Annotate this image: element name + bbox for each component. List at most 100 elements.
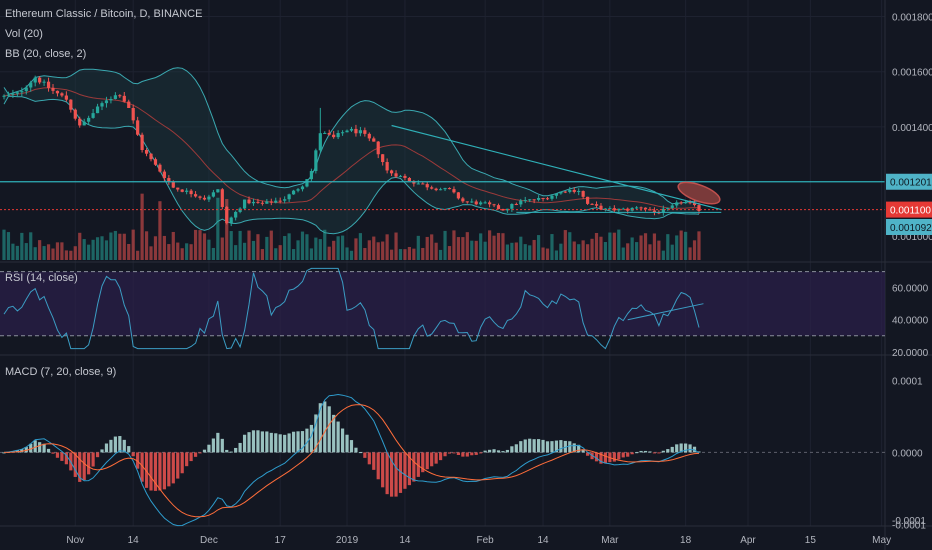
macd-histogram-bar (505, 449, 510, 453)
candle-body (278, 200, 282, 202)
macd-histogram-bar (73, 452, 77, 477)
candle-body (470, 201, 474, 203)
macd-histogram-bar (666, 449, 670, 453)
macd-histogram-bar (189, 452, 193, 462)
volume-bar (349, 250, 354, 260)
candle-body (430, 187, 434, 189)
volume-bar (238, 230, 242, 260)
volume-bar (354, 238, 358, 260)
macd-histogram-bar (568, 441, 572, 453)
symbol-title[interactable]: Ethereum Classic / Bitcoin, D, BINANCE (5, 8, 203, 20)
volume-bar (314, 237, 318, 260)
candle-body (144, 150, 149, 154)
time-axis-label: May (872, 535, 891, 546)
candle-body (666, 207, 670, 209)
volume-bar (626, 243, 630, 260)
macd-histogram-bar (479, 452, 483, 454)
candle-body (652, 210, 657, 213)
price-badge (886, 201, 932, 218)
volume-bar (95, 237, 100, 260)
volume-bar (269, 230, 273, 260)
volume-bar (193, 229, 198, 260)
macd-histogram-bar (229, 451, 233, 453)
volume-bar (46, 244, 51, 260)
macd-histogram-bar (675, 444, 679, 453)
macd-histogram-bar (167, 452, 171, 487)
candle-body (220, 189, 224, 207)
macd-histogram-bar (430, 452, 434, 467)
macd-line (3, 393, 700, 527)
macd-histogram-bar (336, 421, 340, 453)
volume-bar (639, 235, 643, 260)
price-axis-label: 0.001800 (892, 13, 932, 24)
candle-body (162, 171, 166, 179)
volume-bar (381, 241, 385, 260)
macd-histogram-bar (323, 401, 327, 453)
volume-bar (149, 246, 153, 260)
candle-body (225, 206, 229, 224)
macd-histogram-bar (648, 451, 652, 453)
candle-body (688, 202, 692, 204)
candle-body (608, 208, 612, 210)
volume-bar (421, 247, 425, 260)
candle-body (474, 201, 478, 205)
volume-bar (443, 230, 447, 260)
rsi-indicator-label[interactable]: RSI (14, close) (5, 272, 78, 284)
candle-body (251, 201, 256, 204)
macd-histogram-bar (363, 452, 367, 458)
candle-body (136, 120, 140, 135)
candle-body (64, 95, 68, 100)
volume-bar (635, 242, 639, 260)
macd-histogram-bar (60, 452, 64, 461)
macd-histogram-bar (149, 452, 153, 491)
macd-histogram-bar (283, 434, 287, 453)
volume-bar (394, 232, 398, 260)
price-axis-label: 0.001600 (892, 68, 932, 79)
volume-bar (251, 240, 256, 260)
candle-body (42, 81, 46, 83)
volume-bar (465, 232, 469, 260)
volume-bar (692, 240, 697, 260)
macd-histogram-bar (314, 414, 318, 453)
bollinger-upper-line (3, 67, 699, 205)
macd-signal-line (3, 404, 700, 518)
macd-histogram-bar (376, 452, 380, 480)
volume-bar (323, 229, 327, 260)
macd-histogram-bar (652, 452, 657, 454)
candle-body (158, 164, 162, 172)
candle-body (238, 208, 242, 212)
volume-bar (278, 245, 282, 260)
bollinger-indicator-label[interactable]: BB (20, close, 2) (5, 48, 87, 60)
macd-histogram-bar (617, 452, 621, 460)
candle-body (461, 198, 465, 202)
volume-indicator-label[interactable]: Vol (20) (5, 28, 43, 40)
candle-body (675, 202, 679, 206)
macd-histogram-bar (176, 452, 180, 479)
candle-body (265, 201, 269, 204)
macd-histogram-bar (109, 439, 113, 453)
macd-histogram-bar (474, 452, 478, 455)
candle-body (376, 141, 380, 155)
candle-body (87, 117, 91, 122)
macd-indicator-label[interactable]: MACD (7, 20, close, 9) (5, 366, 117, 378)
volume-bar (216, 197, 220, 260)
volume-bar (479, 233, 483, 260)
macd-histogram-bar (87, 452, 91, 475)
volume-axis-label: 0.001000 (892, 232, 932, 243)
volume-bar (340, 235, 345, 260)
macd-histogram-bar (425, 452, 429, 470)
macd-histogram-bar (367, 452, 371, 465)
macd-histogram-bar (381, 452, 385, 488)
candle-body (193, 194, 198, 197)
volume-bar (577, 244, 581, 260)
projection-ellipse (677, 181, 721, 205)
volume-bar (220, 237, 224, 260)
macd-histogram-bar (492, 449, 496, 453)
macd-histogram-bar (153, 452, 158, 491)
macd-histogram-bar (242, 434, 247, 453)
candle-body (202, 197, 207, 200)
macd-axis-label: -0.0001 (892, 521, 926, 532)
volume-bar (594, 232, 599, 260)
macd-histogram-bar (211, 438, 215, 453)
